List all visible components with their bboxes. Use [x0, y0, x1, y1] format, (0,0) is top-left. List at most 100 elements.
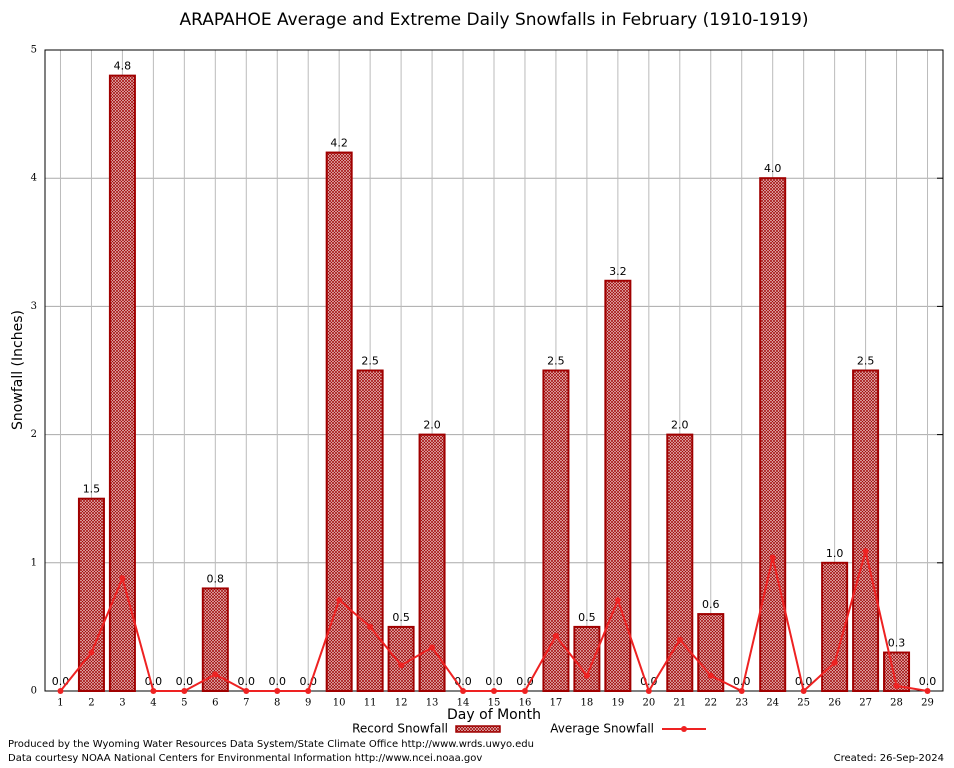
x-tick-label: 8 — [274, 698, 280, 709]
data-label: 4.2 — [330, 137, 348, 150]
x-tick-label: 23 — [735, 698, 748, 709]
data-label: 0.0 — [795, 675, 813, 688]
data-label: 0.0 — [176, 675, 194, 688]
point — [88, 649, 95, 656]
y-tick-label: 4 — [31, 173, 37, 184]
legend-swatch — [455, 725, 501, 733]
point — [460, 688, 467, 694]
data-label: 2.5 — [547, 355, 565, 368]
point — [521, 688, 528, 694]
x-tick-label: 5 — [181, 698, 187, 709]
data-label: 0.6 — [702, 598, 720, 611]
x-tick-label: 3 — [119, 698, 125, 709]
point — [769, 554, 776, 561]
data-label: 2.5 — [361, 355, 379, 368]
point — [336, 596, 343, 603]
point — [398, 662, 405, 669]
x-tick-label: 6 — [212, 698, 218, 709]
x-tick-label: 21 — [673, 698, 686, 709]
point — [367, 623, 374, 630]
point — [243, 688, 250, 694]
point — [552, 632, 559, 639]
data-label: 3.2 — [609, 265, 627, 278]
point — [645, 688, 652, 694]
data-label: 0.5 — [578, 611, 596, 624]
x-tick-label: 18 — [581, 698, 594, 709]
x-axis-label: Day of Month — [447, 707, 541, 723]
x-tick-label: 10 — [333, 698, 346, 709]
point — [862, 548, 869, 555]
x-tick-label: 27 — [859, 698, 872, 709]
x-tick-label: 22 — [704, 698, 717, 709]
data-label: 4.0 — [764, 162, 782, 175]
point — [57, 688, 64, 694]
x-tick-label: 12 — [395, 698, 408, 709]
point — [181, 688, 188, 694]
point — [707, 672, 714, 679]
bar — [604, 279, 632, 692]
data-label: 0.0 — [145, 675, 163, 688]
bar — [356, 369, 384, 692]
x-tick-label: 14 — [457, 698, 470, 709]
legend-label: Record Snowfall — [352, 722, 448, 736]
x-tick-label: 29 — [921, 698, 934, 709]
legend-label: Average Snowfall — [550, 722, 654, 736]
x-tick-label: 7 — [243, 698, 249, 709]
data-label: 4.8 — [114, 60, 132, 73]
data-label: 0.0 — [238, 675, 256, 688]
bar — [852, 369, 880, 692]
x-tick-label: 4 — [150, 698, 156, 709]
data-label: 2.0 — [423, 419, 441, 432]
x-tick-label: 25 — [797, 698, 810, 709]
y-tick-label: 0 — [31, 686, 37, 697]
bar — [759, 177, 787, 692]
point — [491, 688, 497, 694]
data-label: 0.0 — [268, 675, 286, 688]
x-tick-label: 17 — [550, 698, 563, 709]
bar — [573, 625, 601, 693]
x-tick-label: 28 — [890, 698, 903, 709]
data-label: 0.0 — [299, 675, 317, 688]
x-tick-label: 1 — [57, 698, 63, 709]
point — [676, 636, 683, 643]
data-label: 1.5 — [83, 483, 101, 496]
data-label: 0.0 — [733, 675, 751, 688]
y-tick-label: 1 — [31, 557, 37, 568]
bar — [387, 625, 415, 693]
data-label: 1.0 — [826, 547, 844, 560]
point — [274, 688, 281, 694]
data-label: 0.0 — [52, 675, 70, 688]
bar — [542, 369, 570, 692]
y-tick-label: 3 — [31, 301, 37, 312]
data-label: 0.0 — [485, 675, 503, 688]
point — [212, 671, 219, 678]
bar — [108, 74, 136, 692]
y-axis-label: Snowfall (Inches) — [10, 310, 26, 430]
point — [924, 688, 931, 694]
point — [831, 659, 838, 666]
bar — [666, 433, 694, 692]
chart-title: ARAPAHOE Average and Extreme Daily Snowf… — [179, 10, 808, 30]
x-tick-label: 16 — [519, 698, 532, 709]
x-tick-label: 13 — [426, 698, 439, 709]
x-tick-label: 24 — [766, 698, 779, 709]
point — [150, 688, 157, 694]
x-tick-label: 9 — [305, 698, 311, 709]
point — [738, 688, 745, 694]
data-label: 2.5 — [857, 355, 875, 368]
data-label: 2.0 — [671, 419, 689, 432]
y-tick-label: 5 — [31, 45, 37, 56]
x-tick-label: 26 — [828, 698, 841, 709]
point — [119, 575, 126, 582]
point — [800, 688, 807, 694]
x-tick-label: 20 — [642, 698, 655, 709]
point — [614, 596, 621, 603]
x-tick-label: 19 — [611, 698, 624, 709]
point — [893, 682, 900, 689]
bar — [201, 587, 229, 692]
data-label: 0.0 — [919, 675, 937, 688]
data-label: 0.8 — [207, 572, 225, 585]
bar — [325, 151, 353, 692]
